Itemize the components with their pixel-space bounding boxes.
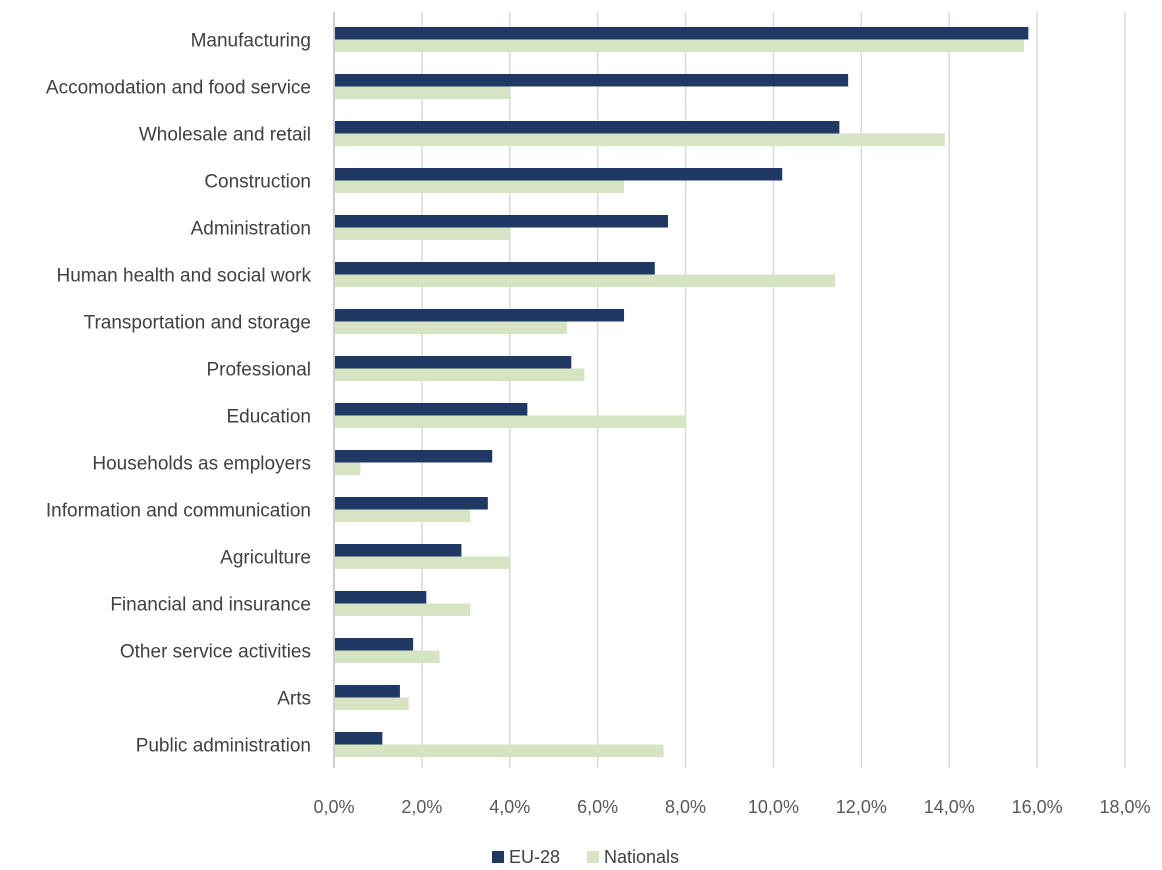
bar-nationals-transportation-and-storage (335, 321, 567, 334)
category-labels: Manufacturing Accomodation and food servi… (46, 31, 312, 757)
bar-nationals-administration (335, 227, 510, 240)
bar-eu-28-construction (335, 168, 783, 181)
bar-nationals-other-service-activities (335, 650, 440, 663)
x-tick-label: 8,0% (665, 797, 706, 817)
bar-nationals-public-administration (335, 744, 664, 757)
bar-nationals-agriculture (335, 556, 510, 569)
bar-eu-28-professional (335, 356, 572, 369)
bar-nationals-financial-and-insurance (335, 603, 471, 616)
category-label-other-service-activities: Other service activities (120, 642, 311, 663)
category-label-administration: Administration (191, 219, 311, 240)
x-tick-label: 6,0% (577, 797, 618, 817)
bar-eu-28-accomodation-and-food-service (335, 74, 849, 87)
category-label-construction: Construction (204, 172, 311, 193)
legend: EU-28 Nationals (492, 847, 679, 867)
bar-eu-28-human-health-and-social-work (335, 262, 655, 275)
x-tick-labels: 0,0% 2,0% 4,0% 6,0% 8,0% 10,0% 12,0% 14,0% 16,0%… (313, 797, 1150, 817)
category-label-accomodation-and-food-service: Accomodation and food service (46, 78, 311, 99)
bar-eu-28-education (335, 403, 528, 416)
category-label-arts: Arts (277, 689, 311, 710)
category-label-professional: Professional (206, 360, 311, 381)
category-label-public-administration: Public administration (136, 736, 311, 757)
bar-nationals-professional (335, 368, 585, 381)
bar-eu-28-wholesale-and-retail (335, 121, 840, 134)
x-tick-label: 12,0% (836, 797, 887, 817)
category-label-wholesale-and-retail: Wholesale and retail (139, 125, 311, 146)
category-label-education: Education (226, 407, 311, 428)
bar-eu-28-arts (335, 685, 400, 698)
bar-eu-28-information-and-communication (335, 497, 488, 510)
bar-eu-28-households-as-employers (335, 450, 493, 463)
bar-eu-28-public-administration (335, 732, 383, 745)
x-tick-label: 16,0% (1012, 797, 1063, 817)
x-tick-label: 10,0% (748, 797, 799, 817)
bar-eu-28-manufacturing (335, 27, 1029, 40)
category-label-financial-and-insurance: Financial and insurance (110, 595, 311, 616)
category-label-agriculture: Agriculture (220, 548, 311, 569)
x-tick-label: 2,0% (401, 797, 442, 817)
x-tick-label: 18,0% (1099, 797, 1150, 817)
x-tick-label: 14,0% (924, 797, 975, 817)
bar-nationals-households-as-employers (335, 462, 361, 475)
category-label-transportation-and-storage: Transportation and storage (84, 313, 311, 334)
legend-swatch-nationals (587, 851, 599, 863)
x-tick-label: 0,0% (313, 797, 354, 817)
bar-eu-28-administration (335, 215, 668, 228)
bar-nationals-construction (335, 180, 625, 193)
bar-nationals-wholesale-and-retail (335, 133, 945, 146)
bar-eu-28-financial-and-insurance (335, 591, 427, 604)
category-label-human-health-and-social-work: Human health and social work (56, 266, 311, 287)
bar-nationals-arts (335, 697, 409, 710)
bars (335, 27, 1029, 757)
category-label-information-and-communication: Information and communication (46, 501, 311, 522)
bar-eu-28-other-service-activities (335, 638, 414, 651)
category-label-manufacturing: Manufacturing (191, 31, 311, 52)
bar-eu-28-transportation-and-storage (335, 309, 625, 322)
legend-swatch-eu-28 (492, 851, 504, 863)
category-label-households-as-employers: Households as employers (92, 454, 311, 475)
bar-nationals-manufacturing (335, 39, 1024, 52)
bar-nationals-accomodation-and-food-service (335, 86, 510, 99)
x-tick-label: 4,0% (489, 797, 530, 817)
bar-nationals-education (335, 415, 686, 428)
legend-label-nationals: Nationals (604, 847, 679, 867)
legend-label-eu-28: EU-28 (509, 847, 560, 867)
bar-eu-28-agriculture (335, 544, 462, 557)
bar-nationals-human-health-and-social-work (335, 274, 835, 287)
bar-nationals-information-and-communication (335, 509, 471, 522)
